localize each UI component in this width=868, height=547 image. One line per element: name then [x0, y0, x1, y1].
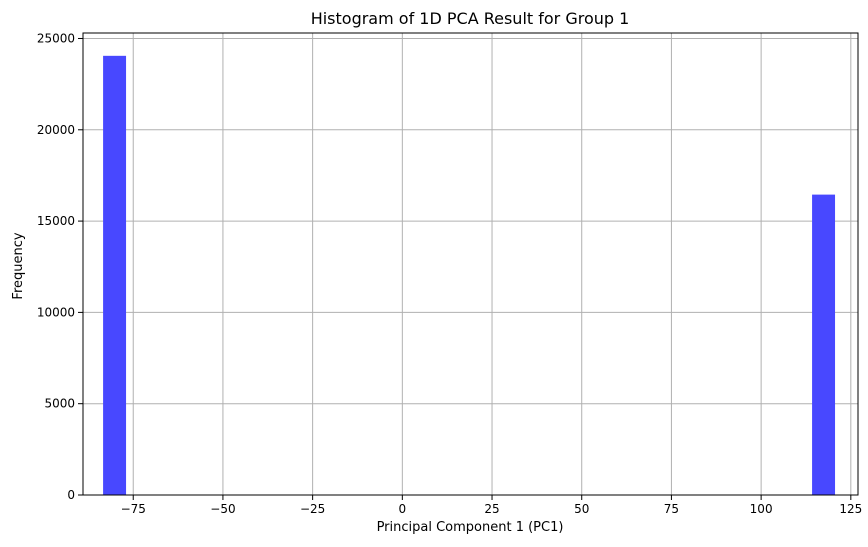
x-tick-label: 125	[839, 502, 862, 516]
y-tick-label: 5000	[44, 397, 75, 411]
x-tick-label: 75	[664, 502, 679, 516]
y-tick-label: 10000	[37, 305, 75, 319]
y-axis: 0 5000 10000 15000 20000 25000	[37, 31, 83, 502]
grid-lines	[83, 33, 858, 496]
x-tick-label: 25	[484, 502, 499, 516]
x-tick-label: 0	[399, 502, 407, 516]
y-tick-label: 25000	[37, 31, 75, 45]
x-tick-label: 100	[750, 502, 773, 516]
y-axis-label: Frequency	[11, 232, 26, 299]
y-tick-label: 0	[67, 488, 75, 502]
x-tick-label: −75	[121, 502, 146, 516]
x-tick-label: −25	[300, 502, 325, 516]
x-tick-label: 50	[574, 502, 589, 516]
x-axis: −75 −50 −25 0 25 50 75 100 125	[121, 495, 862, 516]
histogram-bars	[103, 55, 836, 496]
y-tick-label: 15000	[37, 214, 75, 228]
plot-frame	[82, 32, 859, 496]
histogram-bar	[812, 194, 836, 495]
histogram-bar	[103, 55, 127, 496]
chart-title: Histogram of 1D PCA Result for Group 1	[311, 9, 630, 28]
x-tick-label: −50	[210, 502, 235, 516]
x-axis-label: Principal Component 1 (PC1)	[377, 520, 564, 535]
y-tick-label: 20000	[37, 123, 75, 137]
